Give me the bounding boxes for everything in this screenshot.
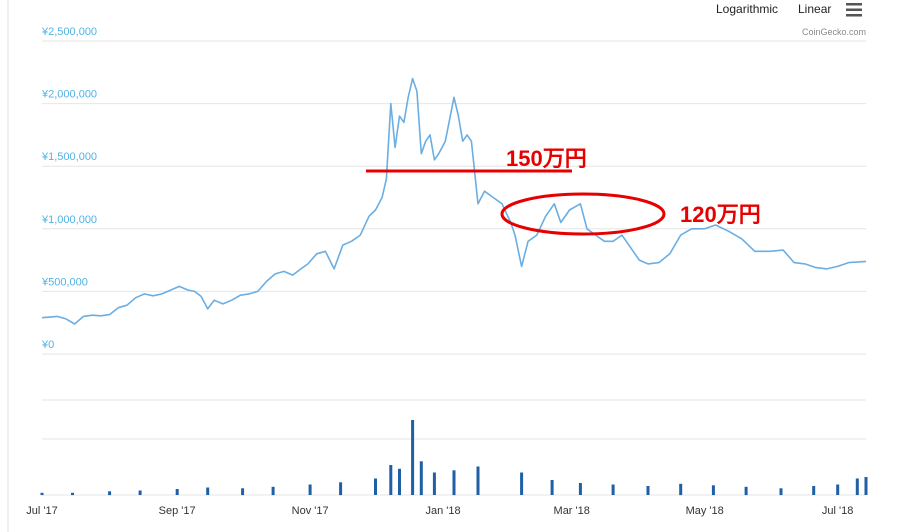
volume-bar (71, 492, 74, 496)
volume-bar (411, 420, 415, 495)
hamburger-menu-icon[interactable] (846, 3, 862, 17)
volume-bar (339, 482, 343, 496)
volume-bar (398, 468, 401, 496)
x-tick-label: Jan '18 (426, 505, 461, 517)
volume-bar (578, 483, 582, 495)
volume-bar (308, 484, 312, 495)
volume-bar (550, 480, 554, 495)
grid-lines (42, 40, 866, 496)
x-tick-label: Nov '17 (292, 505, 329, 517)
volume-bar (711, 485, 715, 496)
y-tick-label: ¥1,500,000 (41, 151, 97, 163)
volume-bar (419, 461, 423, 496)
x-axis-labels: Jul '17 Sep '17 Nov '17 Jan '18 Mar '18 May '… (26, 505, 853, 517)
x-tick-label: Sep '17 (159, 505, 196, 517)
volume-bar (452, 470, 456, 496)
volume-bar (40, 492, 44, 496)
high-annotation-label: 150万円 (506, 146, 587, 171)
price-line (41, 77, 867, 325)
credit-text: CoinGecko.com (802, 27, 866, 37)
volume-bar (175, 489, 179, 495)
volume-bar (520, 472, 524, 495)
volume-bar (679, 483, 683, 496)
volume-bar (855, 478, 859, 495)
y-tick-label: ¥500,000 (41, 276, 88, 288)
volume-bar (432, 472, 436, 495)
linear-button[interactable]: Linear (798, 2, 831, 16)
range-annotation-ellipse (500, 192, 666, 236)
volume-bar (611, 484, 615, 495)
volume-bar (812, 486, 816, 495)
volume-bar (206, 487, 210, 495)
logarithmic-button[interactable]: Logarithmic (716, 2, 778, 16)
volume-bar (108, 491, 112, 496)
volume-bar (744, 486, 748, 496)
volume-bar (476, 466, 480, 495)
volume-bar (864, 477, 868, 495)
volume-bar (646, 486, 650, 495)
y-tick-label: ¥0 (41, 339, 54, 351)
volume-bar (779, 488, 783, 496)
volume-bars (40, 420, 868, 496)
y-tick-label: ¥1,000,000 (41, 214, 97, 226)
volume-bar (271, 486, 275, 496)
volume-bar (389, 465, 393, 495)
y-tick-label: ¥2,000,000 (41, 89, 97, 101)
y-tick-label: ¥2,500,000 (41, 26, 97, 38)
x-tick-label: Jul '17 (26, 505, 57, 517)
volume-bar (374, 478, 377, 495)
range-annotation-label: 120万円 (680, 202, 761, 227)
volume-bar (241, 488, 245, 496)
price-series (41, 77, 867, 325)
x-tick-label: Jul '18 (822, 505, 853, 517)
y-axis-labels: ¥0 ¥500,000 ¥1,000,000 ¥1,500,000 ¥2,000,000… (41, 26, 97, 351)
volume-bar (138, 490, 142, 495)
x-tick-label: May '18 (686, 505, 724, 517)
x-tick-label: Mar '18 (554, 505, 590, 517)
volume-bar (836, 484, 840, 495)
